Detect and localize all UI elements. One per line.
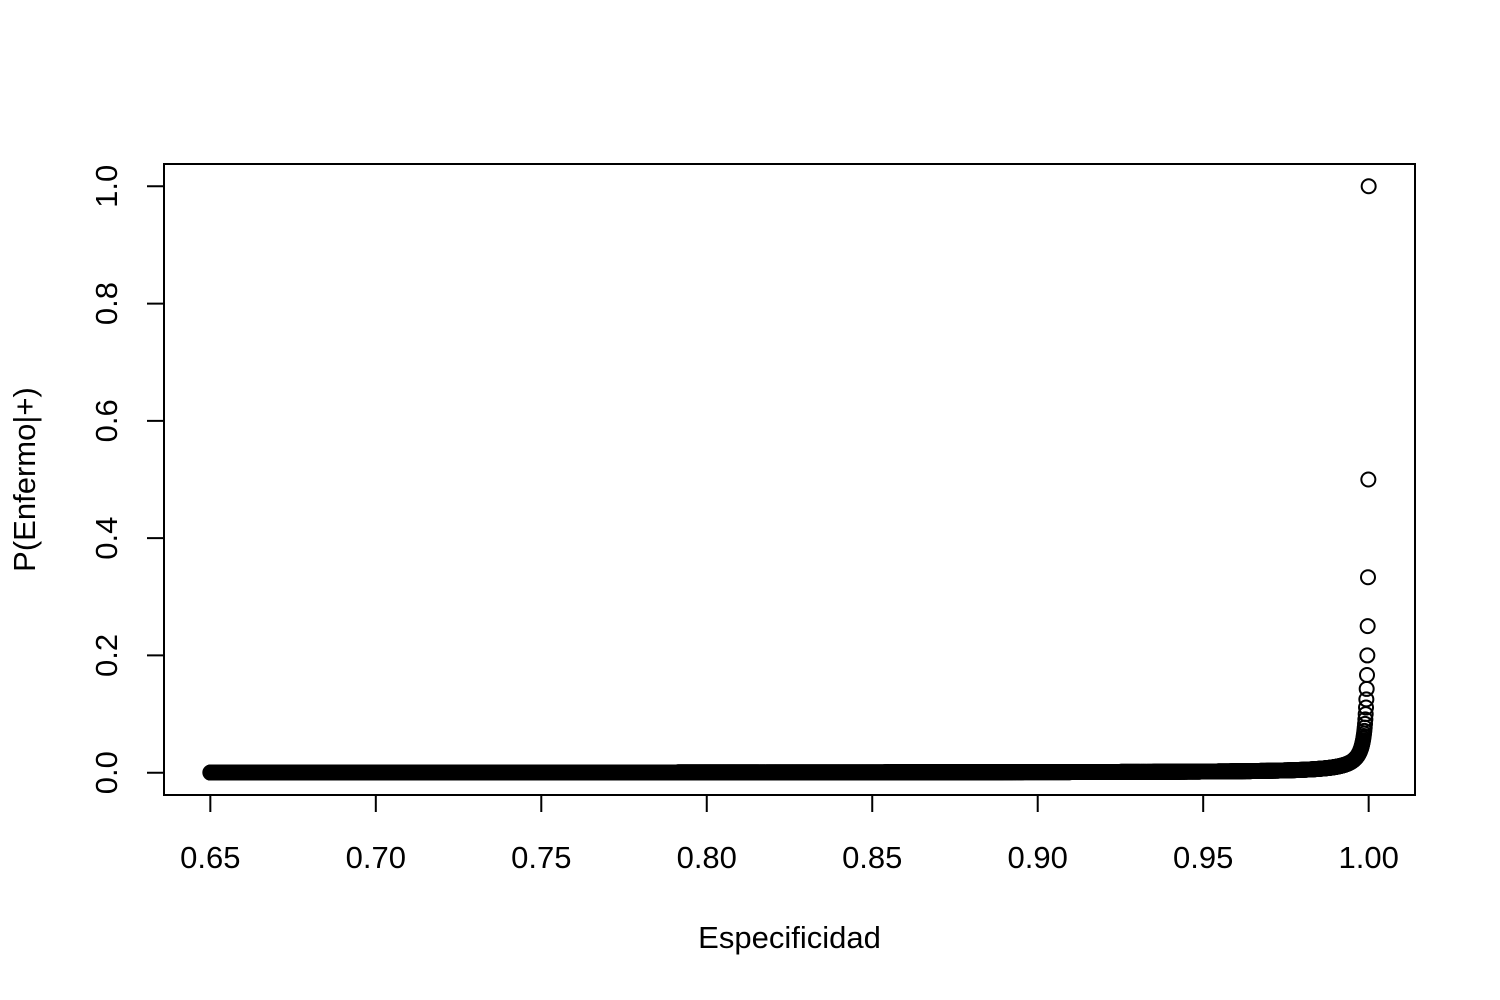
data-point	[1358, 691, 1375, 708]
x-tick-label: 0.75	[511, 840, 571, 875]
data-point	[1359, 618, 1376, 635]
x-axis-title: Especificidad	[698, 920, 881, 955]
y-tick-label: 1.0	[89, 165, 124, 208]
y-tick-label: 0.2	[89, 634, 124, 677]
x-tick-label: 0.90	[1008, 840, 1068, 875]
y-tick-label: 0.8	[89, 282, 124, 325]
x-tick-label: 1.00	[1338, 840, 1398, 875]
plot-frame	[163, 163, 1416, 796]
data-point	[1357, 711, 1374, 728]
data-point	[1359, 647, 1376, 664]
y-tick-label: 0.4	[89, 517, 124, 560]
y-axis: 0.0 0.2 0.4 0.6 0.8 1.0	[89, 165, 165, 794]
data-point	[1359, 666, 1376, 683]
data-point	[1360, 178, 1377, 195]
x-tick-label: 0.65	[180, 840, 240, 875]
y-tick-label: 0.0	[89, 751, 124, 794]
x-tick-label: 0.70	[346, 840, 406, 875]
data-point	[1360, 569, 1376, 586]
x-axis: 0.65 0.70 0.75 0.80 0.85 0.90 0.95 1.00	[180, 794, 1399, 875]
data-point	[1357, 715, 1374, 732]
data-point	[1360, 471, 1377, 488]
data-point	[1358, 680, 1375, 697]
y-axis-title: P(Enfermo|+)	[7, 387, 42, 572]
data-point	[1358, 699, 1375, 716]
data-points	[202, 178, 1377, 781]
y-tick-label: 0.6	[89, 399, 124, 442]
x-tick-label: 0.80	[677, 840, 737, 875]
x-tick-label: 0.95	[1173, 840, 1233, 875]
x-tick-label: 0.85	[842, 840, 902, 875]
